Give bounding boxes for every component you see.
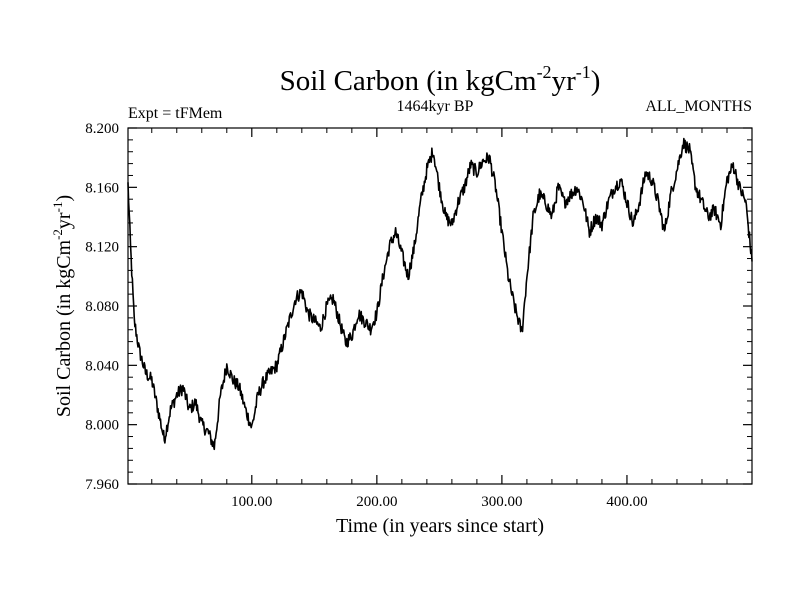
y-tick-label: 8.080 xyxy=(85,299,119,315)
ylabel-superscript-2: -1 xyxy=(50,202,65,213)
chart-title: Soil Carbon (in kgCm-2yr-1) xyxy=(280,62,601,97)
x-tick-label: 400.00 xyxy=(606,494,647,510)
y-axis-ticks xyxy=(128,127,752,485)
x-axis-ticks xyxy=(151,128,728,484)
x-tick-label: 200.00 xyxy=(356,494,397,510)
x-axis-label: Time (in years since start) xyxy=(336,515,544,537)
y-tick-label: 8.120 xyxy=(85,240,119,256)
y-tick-label: 8.000 xyxy=(85,418,119,434)
subtitle-experiment: Expt = tFMem xyxy=(128,105,223,122)
y-tick-label: 8.200 xyxy=(85,121,119,137)
subtitle-period: 1464kyr BP xyxy=(397,98,474,115)
y-tick-label: 7.960 xyxy=(85,477,119,493)
ylabel-superscript-1: -2 xyxy=(50,229,65,240)
series-line-soil-carbon xyxy=(127,137,753,451)
y-tick-label: 8.040 xyxy=(85,358,119,374)
x-axis-tick-labels: 100.00 200.00 300.00 400.00 xyxy=(231,494,647,510)
x-tick-label: 100.00 xyxy=(231,494,272,510)
subtitle-months: ALL_MONTHS xyxy=(645,98,752,115)
y-axis-tick-labels: 7.960 8.000 8.040 8.080 8.120 8.160 8.200 xyxy=(85,121,119,493)
y-tick-label: 8.160 xyxy=(85,180,119,196)
y-axis-label: Soil Carbon (in kgCm-2yr-1) xyxy=(50,195,75,417)
plot-frame xyxy=(127,127,753,485)
title-superscript-1: -2 xyxy=(537,62,552,82)
title-superscript-2: -1 xyxy=(576,62,591,82)
x-tick-label: 300.00 xyxy=(481,494,522,510)
